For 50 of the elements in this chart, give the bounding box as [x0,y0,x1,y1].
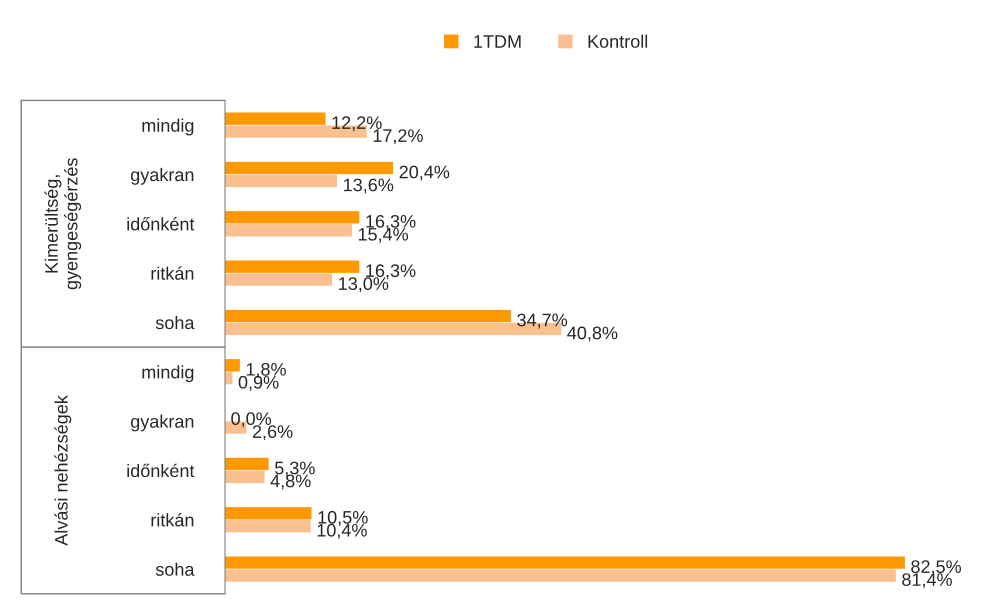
data-label: 12,2% [332,116,382,132]
bar [225,359,240,372]
data-label: 17,2% [374,129,423,144]
data-label: 81,4% [902,573,952,588]
data-label: 0,0% [231,412,272,428]
legend-label: 1TDM [474,35,521,48]
data-label: 5,3% [274,462,315,477]
y-tick-label: ritkán [152,513,194,526]
y-tick-label: időnként [127,464,194,478]
y-tick-label: soha [156,316,194,330]
data-label: 16,3% [366,214,416,230]
data-label: 13,6% [344,178,394,194]
data-label: 10,4% [318,524,367,539]
bar [225,224,352,236]
bar [225,273,332,286]
bar [225,569,896,582]
bar [225,507,312,520]
bar [225,556,905,569]
data-label: 20,4% [400,166,450,181]
data-label: 10,5% [318,510,368,526]
bar [225,458,269,470]
data-label: 4,8% [270,474,311,490]
bar [225,520,311,532]
data-label: 1,8% [246,362,286,378]
bar [225,112,326,125]
bar [225,211,360,224]
bar [225,310,511,322]
y-tick-label: időnként [127,217,194,231]
y-tick-label: gyakran [130,414,194,432]
y-tick-label: mindig [142,365,194,382]
data-label: 82,5% [911,560,962,576]
data-label: 15,4% [358,228,408,243]
legend-label: Kontroll [588,34,648,48]
y-tick-label: mindig [142,118,194,136]
bar [225,260,360,273]
bar [225,174,338,188]
data-label: 16,3% [366,264,416,280]
data-label: 40,8% [567,326,618,342]
text: Alvási nehézségek [54,395,72,546]
y-tick-label: gyakran [130,168,194,185]
data-label: 34,7% [517,314,568,329]
data-label: 0,9% [238,376,278,391]
y-tick-label: soha [156,562,194,576]
y-tick-label: ritkán [152,266,194,280]
bar [225,162,394,174]
bar [225,372,232,384]
data-label: 2,6% [252,425,293,440]
data-label: 13,0% [339,277,388,292]
bar [225,470,265,484]
text: Kimerültség, gyengeségérzés [44,158,82,290]
